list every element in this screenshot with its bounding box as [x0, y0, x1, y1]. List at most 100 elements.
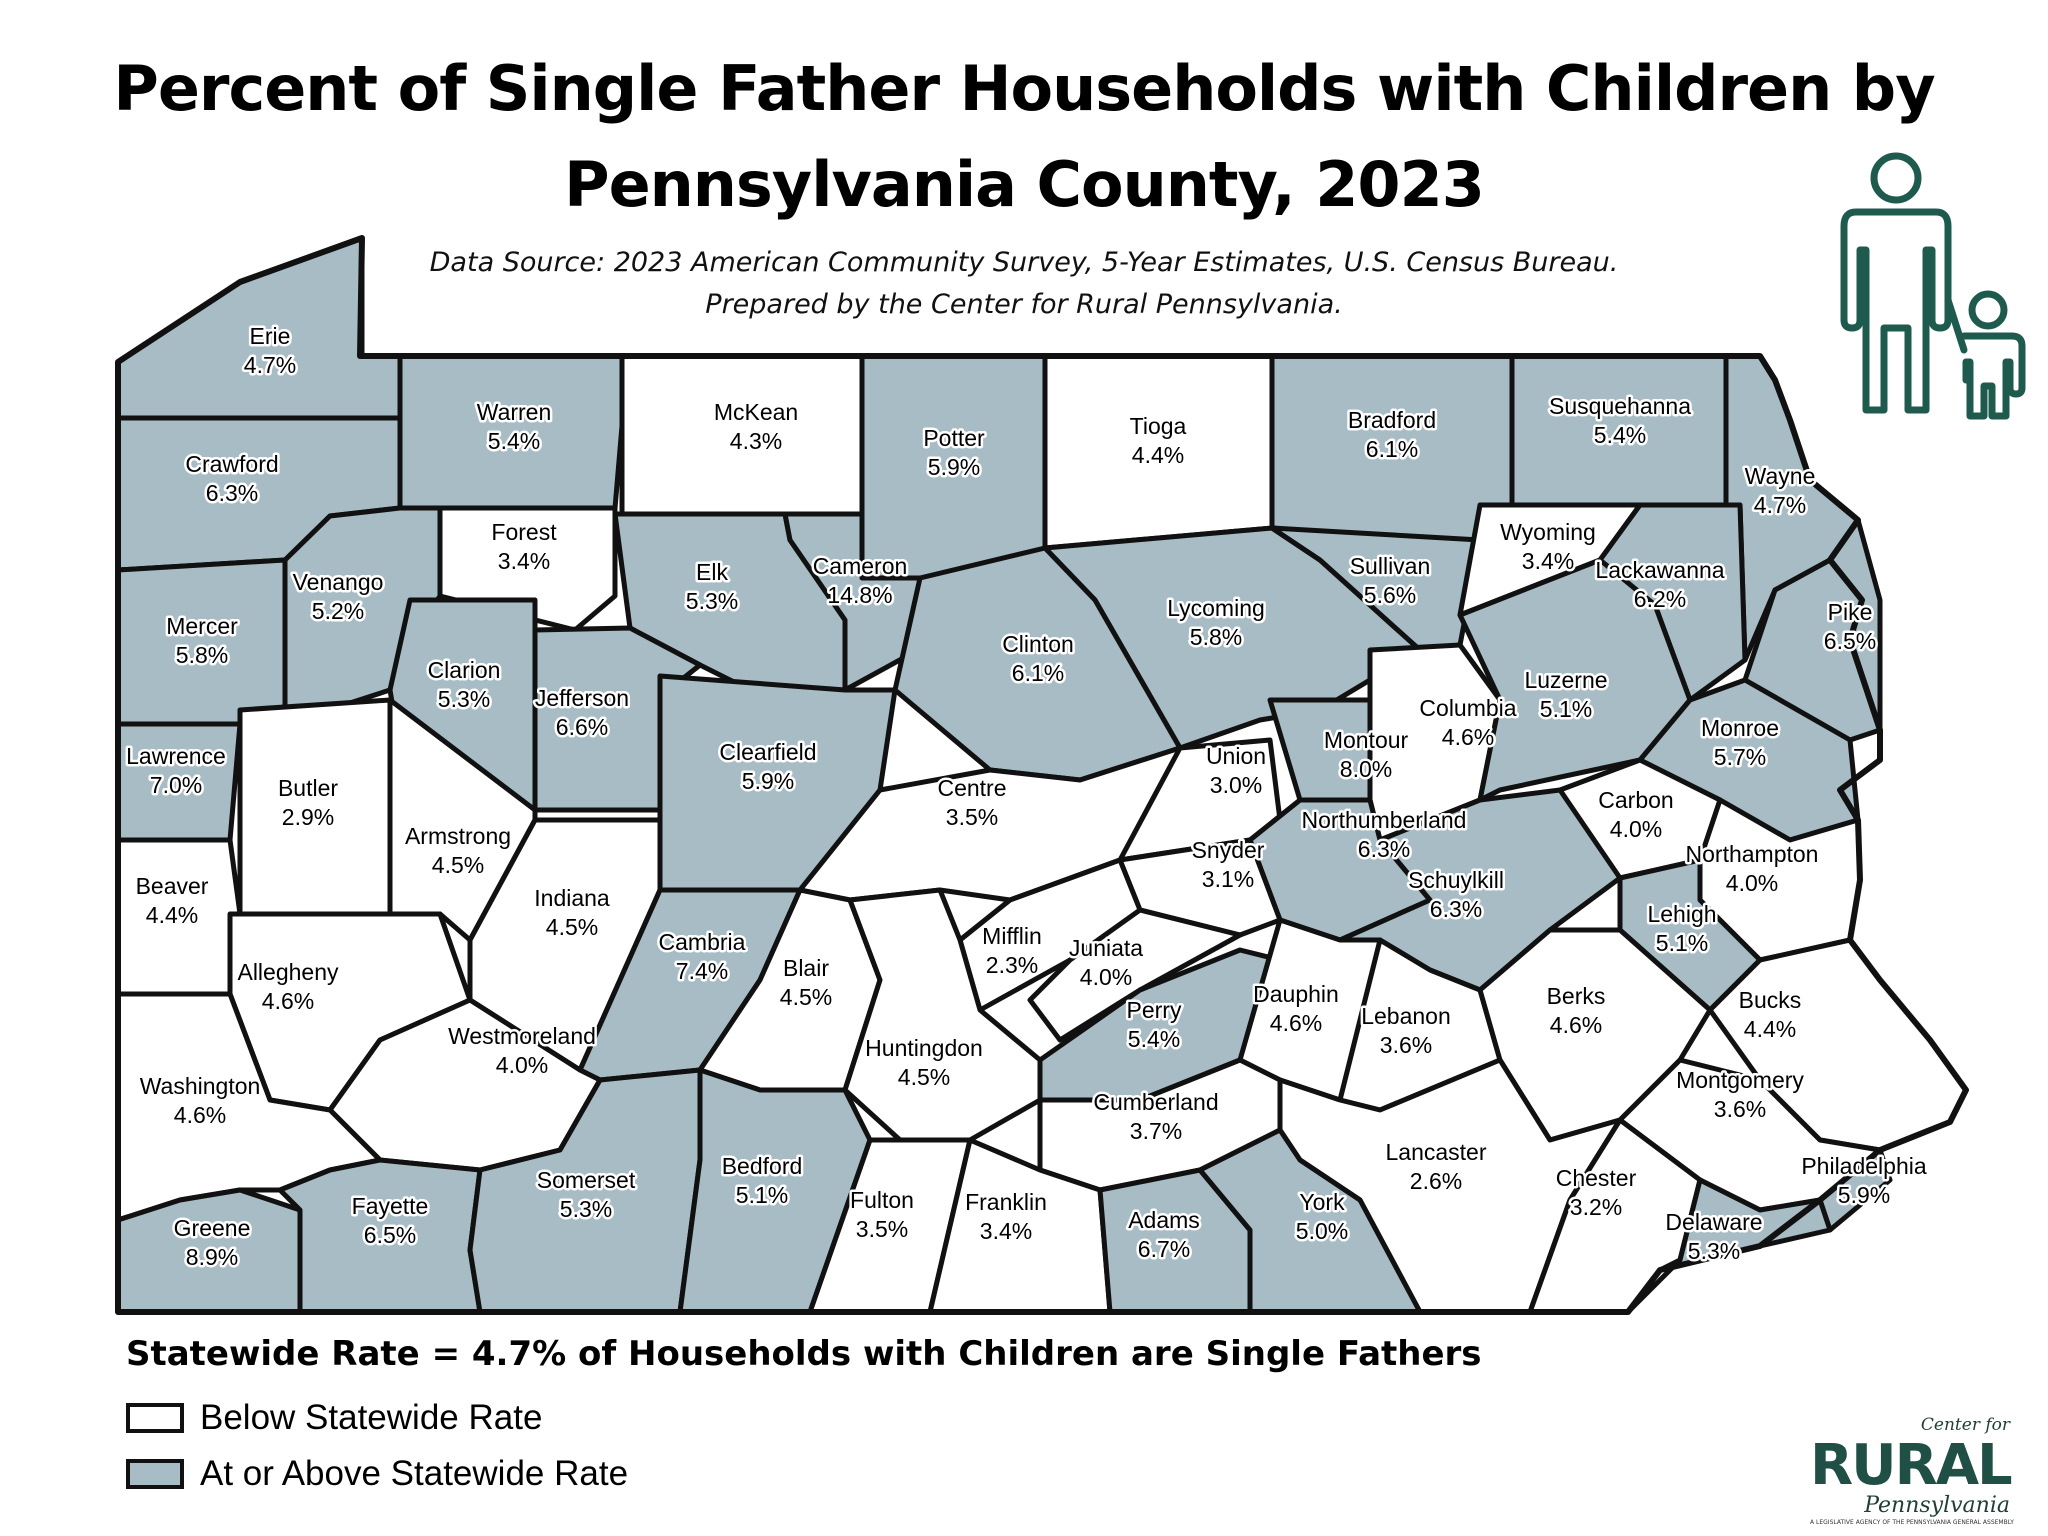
county-name-lycoming: Lycoming	[1167, 595, 1265, 621]
prepared-by-line: Prepared by the Center for Rural Pennsyl…	[705, 289, 1343, 320]
county-name-lancaster: Lancaster	[1385, 1139, 1486, 1165]
county-value-mckean: 4.3%	[730, 428, 782, 454]
county-name-berks: Berks	[1547, 983, 1606, 1009]
legend-label-above: At or Above Statewide Rate	[200, 1454, 629, 1493]
county-name-tioga: Tioga	[1130, 413, 1187, 439]
county-name-jefferson: Jefferson	[535, 685, 629, 711]
county-name-beaver: Beaver	[136, 873, 209, 899]
map-title-line-1: Percent of Single Father Households with…	[113, 52, 1935, 125]
county-name-greene: Greene	[174, 1215, 251, 1241]
county-name-luzerne: Luzerne	[1524, 667, 1607, 693]
county-value-chester: 3.2%	[1570, 1194, 1622, 1220]
county-value-lancaster: 2.6%	[1410, 1168, 1462, 1194]
county-value-perry: 5.4%	[1128, 1026, 1180, 1052]
county-name-union: Union	[1206, 743, 1266, 769]
county-name-warren: Warren	[477, 399, 552, 425]
county-name-venango: Venango	[293, 569, 384, 595]
county-name-lawrence: Lawrence	[126, 743, 226, 769]
county-value-fulton: 3.5%	[856, 1216, 908, 1242]
county-name-cumberland: Cumberland	[1093, 1089, 1218, 1115]
county-value-blair: 4.5%	[780, 984, 832, 1010]
county-value-venango: 5.2%	[312, 598, 364, 624]
county-value-northampton: 4.0%	[1726, 870, 1778, 896]
county-value-northumberland: 6.3%	[1358, 836, 1410, 862]
county-value-schuylkill: 6.3%	[1430, 896, 1482, 922]
county-name-cambria: Cambria	[659, 929, 746, 955]
state-outline	[115, 235, 1969, 1315]
county-name-clinton: Clinton	[1002, 631, 1074, 657]
county-labels: Erie 4.7% Warren 5.4% McKean 4.3% Potter 5.9% Ti…	[124, 321, 1930, 1273]
county-value-cumberland: 3.7%	[1130, 1118, 1182, 1144]
county-value-clarion: 5.3%	[438, 686, 490, 712]
county-name-washington: Washington	[140, 1073, 261, 1099]
county-name-somerset: Somerset	[537, 1167, 636, 1193]
county-name-mifflin: Mifflin	[982, 923, 1042, 949]
county-value-elk: 5.3%	[686, 588, 738, 614]
county-name-columbia: Columbia	[1419, 695, 1516, 721]
county-name-philadelphia: Philadelphia	[1801, 1153, 1927, 1179]
legend-swatch-below	[126, 1403, 184, 1433]
county-name-montour: Montour	[1324, 727, 1409, 753]
county-name-huntingdon: Huntingdon	[865, 1035, 983, 1061]
county-value-lebanon: 3.6%	[1380, 1032, 1432, 1058]
county-name-monroe: Monroe	[1701, 715, 1779, 741]
legend-item-below: Below Statewide Rate	[126, 1398, 542, 1438]
county-name-elk: Elk	[696, 559, 728, 585]
legend-swatch-above	[126, 1459, 184, 1489]
legend-item-above: At or Above Statewide Rate	[126, 1454, 628, 1494]
county-name-schuylkill: Schuylkill	[1408, 867, 1504, 893]
county-value-clinton: 6.1%	[1012, 660, 1064, 686]
county-value-wayne: 4.7%	[1754, 492, 1806, 518]
county-value-indiana: 4.5%	[546, 914, 598, 940]
county-value-wyoming: 3.4%	[1522, 548, 1574, 574]
county-shapes	[115, 235, 1969, 1315]
county-value-huntingdon: 4.5%	[898, 1064, 950, 1090]
county-value-montgomery: 3.6%	[1714, 1096, 1766, 1122]
county-value-sullivan: 5.6%	[1364, 582, 1416, 608]
county-name-franklin: Franklin	[965, 1189, 1047, 1215]
county-name-centre: Centre	[937, 775, 1006, 801]
county-name-cameron: Cameron	[813, 553, 908, 579]
county-name-forest: Forest	[491, 519, 557, 545]
county-value-westmoreland: 4.0%	[496, 1052, 548, 1078]
logo-center-for: Center for	[1920, 1415, 2010, 1435]
county-value-mifflin: 2.3%	[986, 952, 1038, 978]
father-and-child-icon	[1840, 152, 2026, 420]
county-name-crawford: Crawford	[185, 451, 278, 477]
county-value-pike: 6.5%	[1824, 628, 1876, 654]
county-value-york: 5.0%	[1296, 1218, 1348, 1244]
county-value-butler: 2.9%	[282, 804, 334, 830]
county-value-adams: 6.7%	[1138, 1236, 1190, 1262]
statewide-rate-note: Statewide Rate = 4.7% of Households with…	[126, 1334, 1482, 1374]
county-value-allegheny: 4.6%	[262, 988, 314, 1014]
county-name-butler: Butler	[278, 775, 338, 801]
county-value-jefferson: 6.6%	[556, 714, 608, 740]
county-name-chester: Chester	[1556, 1165, 1637, 1191]
county-delaware	[1657, 1177, 1833, 1273]
legend-label-below: Below Statewide Rate	[200, 1398, 543, 1437]
county-value-lackawanna: 6.2%	[1634, 586, 1686, 612]
county-value-warren: 5.4%	[488, 428, 540, 454]
county-name-northampton: Northampton	[1686, 841, 1819, 867]
county-name-lackawanna: Lackawanna	[1595, 557, 1724, 583]
county-name-york: York	[1299, 1189, 1345, 1215]
data-source-line: Data Source: 2023 American Community Sur…	[429, 247, 1619, 278]
county-name-armstrong: Armstrong	[405, 823, 511, 849]
county-name-montgomery: Montgomery	[1676, 1067, 1804, 1093]
county-name-delaware: Delaware	[1665, 1209, 1762, 1235]
county-name-westmoreland: Westmoreland	[448, 1023, 596, 1049]
county-value-susquehanna: 5.4%	[1594, 422, 1646, 448]
county-value-potter: 5.9%	[928, 454, 980, 480]
county-value-clearfield: 5.9%	[742, 768, 794, 794]
county-value-lawrence: 7.0%	[150, 772, 202, 798]
county-name-clearfield: Clearfield	[719, 739, 816, 765]
county-value-fayette: 6.5%	[364, 1222, 416, 1248]
county-name-carbon: Carbon	[1598, 787, 1673, 813]
county-name-bradford: Bradford	[1348, 407, 1436, 433]
county-value-mercer: 5.8%	[176, 642, 228, 668]
center-for-rural-pennsylvania-logo: Center for RURAL Pennsylvania A LEGISLAT…	[1810, 1415, 2020, 1526]
county-name-fayette: Fayette	[352, 1193, 429, 1219]
county-value-berks: 4.6%	[1550, 1012, 1602, 1038]
county-value-tioga: 4.4%	[1132, 442, 1184, 468]
county-value-columbia: 4.6%	[1442, 724, 1494, 750]
